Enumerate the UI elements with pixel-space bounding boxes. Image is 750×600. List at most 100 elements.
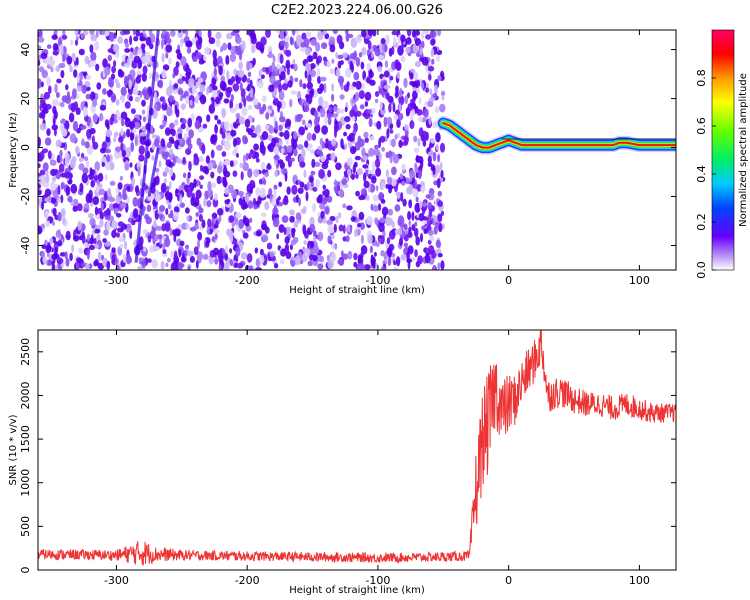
speckle-blob	[99, 104, 107, 111]
speckle-blob	[61, 34, 68, 40]
speckle-blob	[129, 95, 133, 102]
speckle-blob	[56, 154, 61, 164]
speckle-blob	[331, 146, 336, 151]
speckle-blob	[229, 248, 233, 254]
snr-y-tick-label: 1500	[19, 425, 32, 453]
speckle-blob	[223, 261, 230, 270]
speckle-blob	[285, 243, 289, 250]
speckle-blob	[289, 244, 293, 251]
speckle-blob	[187, 250, 194, 257]
speckle-blob	[284, 236, 290, 245]
speckle-blob	[142, 116, 146, 123]
speckle-blob	[331, 138, 337, 146]
speckle-blob	[356, 168, 363, 176]
speckle-blob	[295, 34, 302, 45]
speckle-blob	[158, 160, 162, 168]
speckle-blob	[212, 57, 218, 68]
speckle-blob	[392, 267, 399, 270]
speckle-blob	[106, 220, 112, 231]
speckle-blob	[366, 215, 373, 226]
speckle-blob	[285, 118, 292, 127]
speckle-blob	[433, 225, 438, 235]
speckle-blob	[193, 178, 197, 187]
speckle-blob	[397, 227, 403, 236]
speckle-blob	[86, 233, 90, 242]
speckle-blob	[123, 30, 131, 35]
speckle-blob	[238, 61, 243, 70]
speckle-blob	[199, 175, 205, 181]
speckle-blob	[426, 147, 431, 153]
speckle-blob	[430, 138, 435, 144]
speckle-blob	[411, 224, 416, 232]
speckle-blob	[38, 54, 42, 61]
speckle-blob	[44, 137, 52, 146]
speckle-blob	[247, 168, 253, 179]
speckle-blob	[170, 250, 175, 259]
speckle-blob	[257, 79, 264, 89]
speckle-blob	[54, 168, 58, 175]
speckle-blob	[315, 149, 323, 155]
speckle-blob	[279, 161, 286, 169]
speckle-blob	[236, 153, 239, 158]
speckle-blob	[440, 260, 445, 270]
speckle-blob	[156, 226, 163, 231]
speckle-blob	[362, 155, 368, 161]
speckle-blob	[222, 139, 226, 147]
speckle-blob	[61, 208, 66, 217]
speckle-blob	[391, 138, 396, 148]
speckle-blob	[386, 37, 390, 43]
speckle-blob	[372, 205, 379, 212]
speckle-blob	[423, 108, 429, 118]
speckle-blob	[111, 254, 116, 264]
speckle-blob	[189, 226, 197, 232]
speckle-blob	[120, 127, 124, 136]
speckle-blob	[437, 190, 442, 197]
speckle-blob	[54, 83, 58, 94]
speckle-blob	[255, 158, 260, 163]
speckle-blob	[168, 57, 172, 65]
speckle-blob	[74, 30, 79, 37]
speckle-blob	[279, 132, 285, 137]
speckle-blob	[141, 72, 147, 82]
speckle-blob	[127, 217, 133, 223]
speckle-blob	[134, 185, 140, 194]
speckle-blob	[327, 235, 332, 245]
speckle-streak	[134, 30, 160, 263]
speckle-blob	[258, 69, 262, 78]
speckle-blob	[286, 186, 291, 195]
speckle-blob	[247, 104, 253, 111]
speckle-blob	[334, 243, 338, 250]
speckle-blob	[81, 138, 85, 147]
speckle-blob	[377, 65, 383, 73]
speckle-blob	[125, 254, 132, 265]
speckle-blob	[242, 217, 246, 224]
speckle-blob	[170, 209, 174, 216]
colorbar-tick-label: 0.8	[695, 69, 708, 87]
speckle-blob	[218, 92, 224, 98]
speckle-blob	[95, 63, 100, 72]
speckle-blob	[117, 70, 125, 78]
speckle-blob	[122, 193, 128, 201]
speckle-blob	[140, 43, 146, 49]
speckle-blob	[366, 63, 371, 71]
speckle-blob	[185, 71, 192, 78]
speckle-blob	[400, 181, 406, 186]
speckle-blob	[100, 147, 106, 154]
speckle-blob	[324, 115, 328, 125]
speckle-blob	[417, 137, 421, 147]
speckle-blob	[111, 247, 116, 254]
speckle-blob	[304, 105, 310, 113]
speckle-blob	[111, 220, 118, 230]
speckle-blob	[187, 171, 191, 179]
speckle-blob	[47, 260, 52, 266]
speckle-blob	[235, 46, 242, 56]
speckle-blob	[132, 208, 139, 219]
speckle-blob	[198, 214, 203, 222]
speckle-blob	[355, 190, 360, 197]
speckle-blob	[48, 85, 52, 94]
speckle-blob	[242, 203, 249, 209]
speckle-blob	[151, 155, 155, 161]
speckle-blob	[196, 251, 203, 262]
speckle-blob	[305, 93, 309, 100]
